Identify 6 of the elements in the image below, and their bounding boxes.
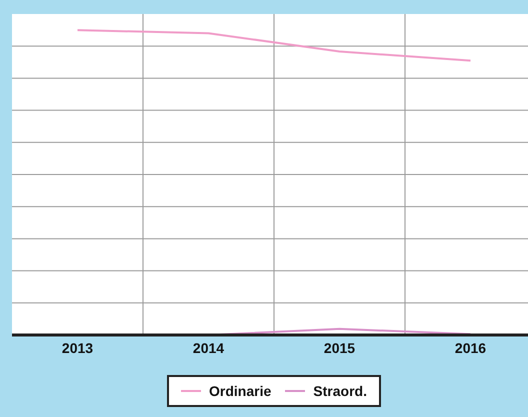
legend-label: Ordinarie bbox=[208, 383, 272, 399]
x-tick-label: 2016 bbox=[454, 340, 486, 356]
x-tick-label: 2013 bbox=[62, 340, 94, 356]
x-tick-label: 2014 bbox=[192, 340, 224, 356]
x-tick-label: 2015 bbox=[324, 340, 356, 356]
legend-label: Straord. bbox=[312, 383, 367, 399]
